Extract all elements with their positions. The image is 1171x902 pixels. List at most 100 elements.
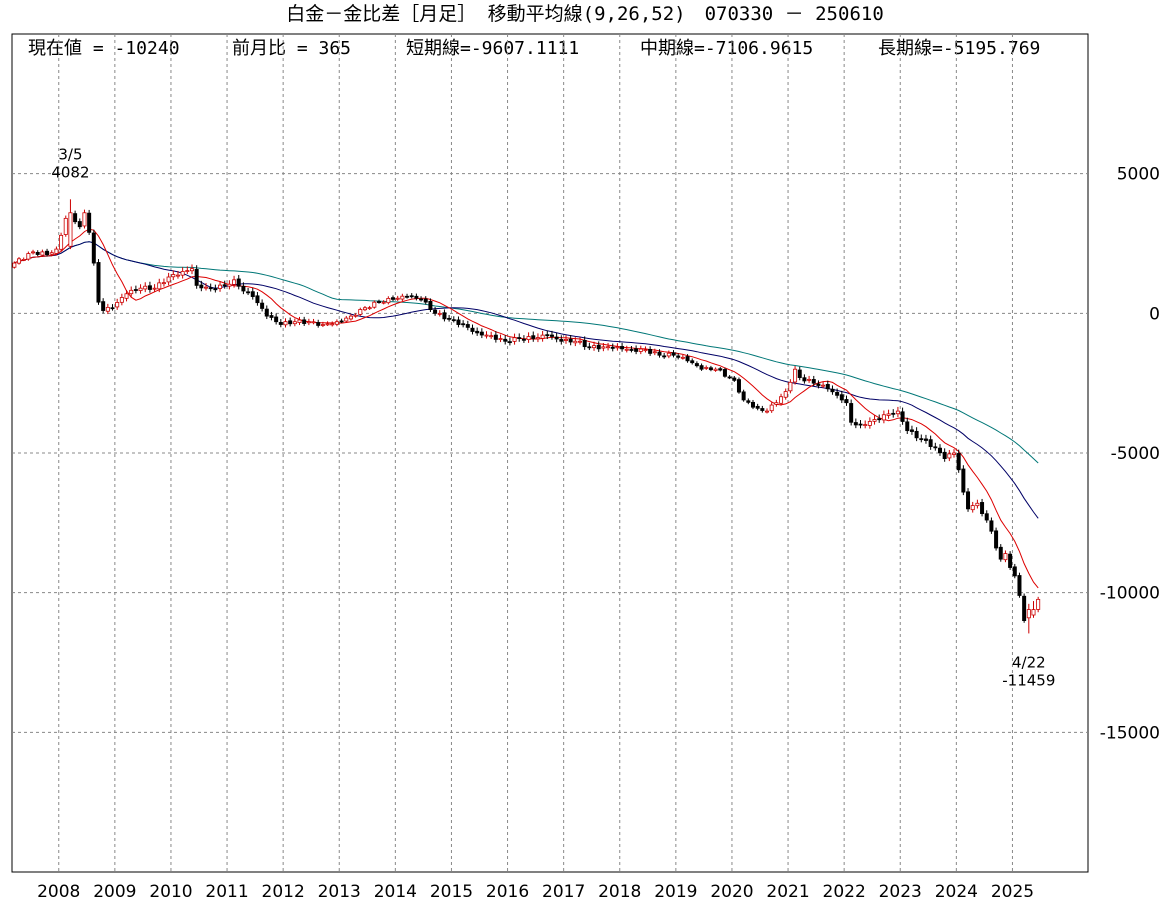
candle-body: [1008, 553, 1013, 568]
candle-body: [984, 513, 989, 521]
candle-body: [596, 344, 601, 350]
x-tick-label: 2014: [374, 882, 417, 902]
candle-body: [825, 384, 830, 390]
candle-body: [895, 410, 900, 415]
extreme-value-label: -11459: [1002, 671, 1055, 689]
candle-body: [236, 278, 241, 287]
candle-body: [779, 396, 784, 404]
candle-body: [157, 282, 162, 290]
candle-body: [372, 301, 377, 308]
candle-body: [395, 297, 400, 300]
candle-body: [746, 400, 751, 403]
candle-body: [540, 334, 545, 339]
candle-body: [830, 388, 835, 393]
candle-body: [718, 368, 723, 371]
x-tick-label: 2016: [486, 882, 529, 902]
candle-body: [283, 321, 288, 326]
x-tick-label: 2017: [542, 882, 585, 902]
candle-body: [255, 295, 260, 304]
candle-body: [797, 369, 802, 378]
x-tick-label: 2015: [430, 882, 473, 902]
candle-body: [278, 322, 283, 325]
candle-body: [994, 530, 999, 549]
candle-body: [774, 402, 779, 405]
candle-body: [666, 352, 671, 357]
candle-body: [175, 274, 180, 277]
candle-body: [475, 330, 480, 334]
candle-body: [433, 309, 438, 314]
candle-body: [484, 334, 489, 337]
candle-body: [629, 349, 634, 351]
candle-body: [937, 447, 942, 454]
candle-body: [769, 404, 774, 412]
candle-body: [470, 327, 475, 332]
candle-body: [391, 297, 396, 300]
candle-body: [73, 213, 78, 223]
candle-body: [105, 306, 110, 312]
candle-body: [928, 439, 933, 447]
long-ma-value: 長期線=-5195.769: [878, 38, 1040, 59]
candle-body: [264, 308, 269, 317]
candle-body: [344, 317, 349, 322]
candle-body: [643, 349, 648, 352]
candle-body: [493, 334, 498, 340]
candle-body: [881, 414, 886, 421]
candle-body: [101, 301, 106, 311]
candle-body: [339, 320, 344, 323]
candle-body: [358, 309, 363, 315]
candle-body: [872, 419, 877, 422]
candle-body: [573, 340, 578, 344]
x-tick-label: 2021: [766, 882, 809, 902]
candle-body: [222, 284, 227, 287]
candle-body: [620, 346, 625, 350]
candle-body: [1031, 609, 1036, 616]
candle-body: [152, 287, 157, 290]
candle-body: [302, 319, 307, 324]
candle-body: [124, 293, 129, 299]
candle-body: [793, 368, 798, 383]
candle-body: [161, 282, 166, 285]
candle-body: [891, 412, 896, 415]
candle-body: [909, 429, 914, 432]
candle-body: [115, 302, 120, 308]
candle-body: [423, 298, 428, 303]
candle-body: [741, 391, 746, 401]
candle-body: [129, 289, 134, 295]
y-tick-label: -10000: [1100, 584, 1160, 604]
candle-body: [657, 351, 662, 356]
candle-body: [54, 248, 59, 254]
candle-body: [919, 438, 924, 441]
candle-body: [783, 391, 788, 398]
candle-body: [185, 270, 190, 272]
y-tick-label: 0: [1149, 304, 1160, 324]
candle-body: [250, 291, 255, 297]
y-tick-label: -5000: [1111, 444, 1160, 464]
candle-body: [914, 430, 919, 439]
candle-body: [867, 421, 872, 426]
candle-body: [91, 232, 96, 264]
candle-body: [227, 283, 232, 287]
candle-body: [606, 346, 611, 349]
candle-body: [975, 502, 980, 507]
candle-body: [952, 452, 957, 455]
candle-body: [419, 298, 424, 301]
candle-body: [31, 251, 36, 254]
x-tick-label: 2013: [318, 882, 361, 902]
candle-body: [835, 391, 840, 396]
x-tick-label: 2018: [598, 882, 641, 902]
candle-body: [961, 468, 966, 493]
candle-body: [96, 262, 101, 303]
candle-body: [507, 341, 512, 344]
candle-body: [900, 411, 905, 422]
candle-body: [45, 250, 50, 256]
candle-body: [676, 355, 681, 358]
candle-body: [727, 376, 732, 379]
candle-body: [750, 401, 755, 408]
candle-body: [405, 295, 410, 298]
x-tick-label: 2022: [823, 882, 866, 902]
candle-body: [204, 286, 209, 289]
candle-body: [288, 320, 293, 325]
mid-ma-line: [14, 241, 1039, 519]
candle-body: [21, 259, 26, 261]
